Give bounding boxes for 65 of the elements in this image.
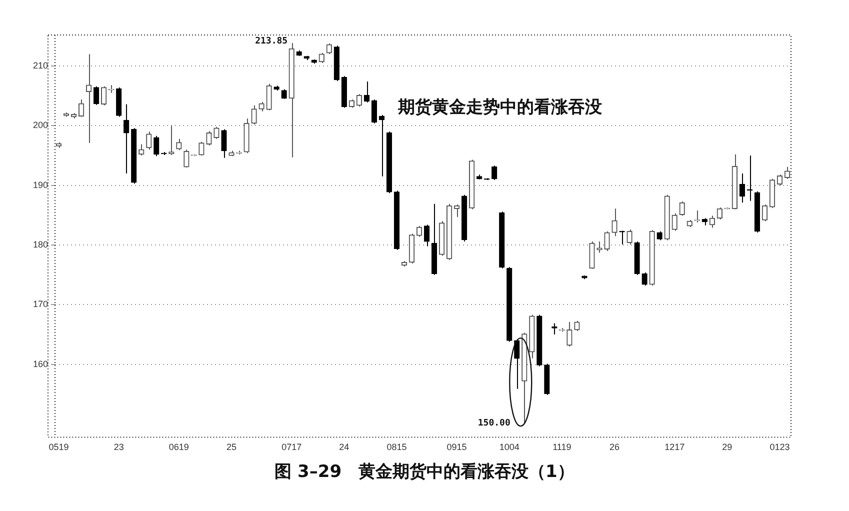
y-tick-label: 200	[32, 120, 48, 130]
candlestick	[356, 94, 362, 108]
candlestick	[612, 208, 618, 237]
x-tick-label: 29	[722, 442, 732, 452]
candlestick	[416, 225, 422, 238]
candlestick	[679, 200, 685, 216]
candlestick	[514, 338, 520, 390]
candlestick	[78, 98, 84, 118]
candlestick	[424, 224, 430, 247]
candlestick	[739, 172, 746, 204]
x-tick-label: 0619	[168, 442, 189, 452]
candlestick	[326, 42, 332, 55]
x-tick-label: 25	[226, 442, 237, 452]
candlestick	[138, 144, 144, 156]
candlestick	[101, 86, 107, 106]
x-tick-label: 0915	[446, 442, 467, 452]
candlestick	[642, 272, 648, 286]
candlestick	[364, 81, 370, 103]
x-tick-label: 0519	[48, 442, 69, 452]
annotation: 150.00	[478, 418, 510, 428]
x-tick-label: 0717	[282, 442, 302, 452]
candlestick	[266, 83, 272, 111]
candlestick	[371, 98, 378, 124]
x-tick-label: 1217	[664, 442, 685, 452]
candlestick	[574, 320, 580, 332]
y-tick-label: 160	[32, 358, 48, 369]
candlestick	[206, 130, 212, 146]
y-tick-label: 180	[32, 240, 48, 250]
candlestick	[124, 104, 130, 174]
x-tick-label: 1119	[552, 442, 572, 452]
candlestick	[709, 215, 715, 228]
candlestick	[784, 166, 790, 180]
text: 图 3–29 黄金期货中的看涨吞没（1）	[274, 461, 576, 483]
candlestick	[596, 240, 602, 254]
candlestick	[258, 101, 264, 112]
candlestick	[762, 204, 768, 222]
x-tick-label: 0815	[386, 442, 407, 452]
candlestick	[716, 206, 722, 220]
x-tick-label: 24	[339, 442, 350, 452]
candlestick	[589, 240, 595, 270]
candlestick	[184, 149, 190, 168]
x-tick-label: 1004	[499, 442, 520, 452]
candlestick	[154, 135, 160, 157]
candlestick	[251, 104, 257, 126]
annotation: 213.85	[255, 36, 288, 46]
candlestick	[776, 174, 783, 186]
candlestick	[93, 86, 100, 106]
candlestick	[146, 131, 152, 150]
x-tick-label: 26	[610, 442, 620, 452]
y-tick-label: 190	[32, 180, 48, 190]
candlestick	[86, 54, 92, 144]
candlestick	[604, 230, 610, 252]
candlestick	[176, 138, 182, 151]
candlestick	[221, 128, 227, 158]
y-tick-label: 170	[32, 299, 48, 310]
annotation: 期货黄金走势中的看涨吞没	[397, 97, 602, 118]
candlestick	[626, 229, 632, 245]
candlestick	[566, 322, 572, 347]
candlestick	[198, 141, 204, 156]
candlestick	[492, 165, 498, 181]
y-tick-label: 210	[32, 60, 48, 71]
candlestick	[672, 212, 678, 232]
x-tick-label: 0123	[770, 442, 790, 452]
candlestick	[214, 126, 220, 140]
x-tick-label: 23	[114, 442, 124, 452]
